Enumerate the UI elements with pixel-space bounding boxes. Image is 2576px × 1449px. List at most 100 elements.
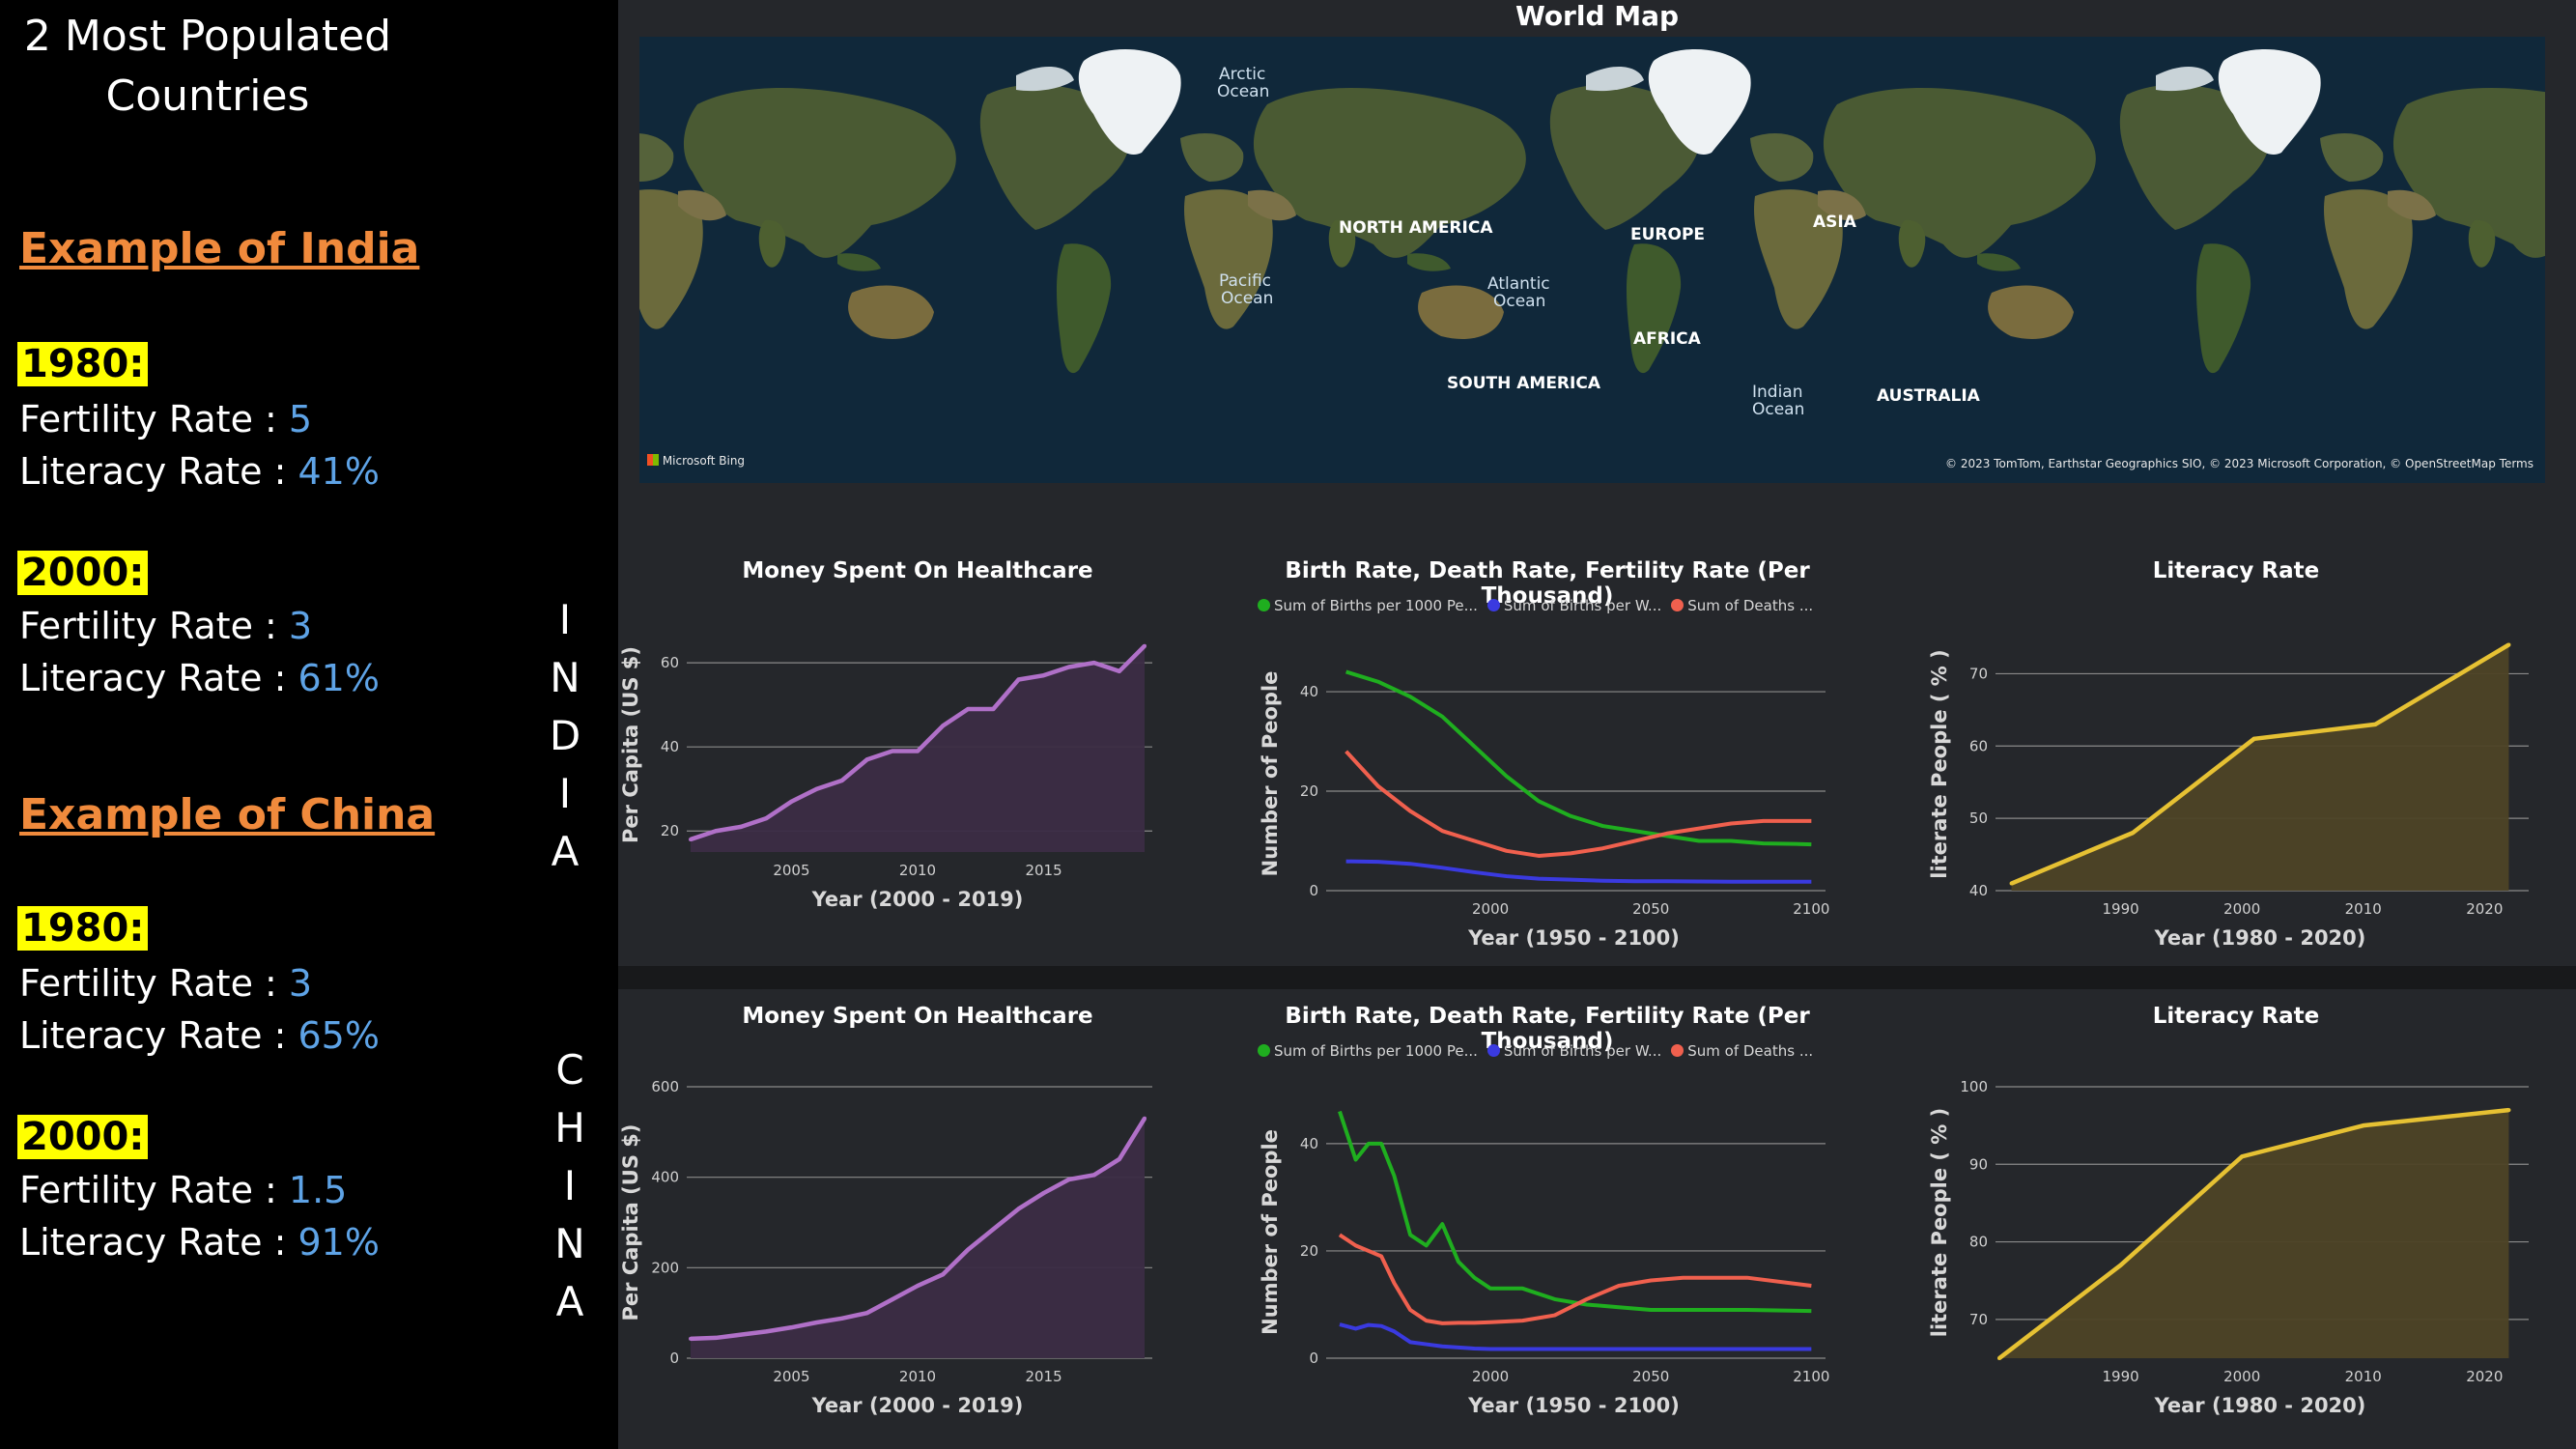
data-point[interactable] — [2361, 1123, 2365, 1128]
series-line[interactable] — [1345, 859, 1812, 884]
data-point[interactable] — [2131, 831, 2136, 836]
data-point[interactable] — [966, 707, 971, 711]
chart-title: Money Spent On Healthcare — [742, 1004, 1093, 1029]
data-point[interactable] — [2373, 722, 2378, 726]
data-point[interactable] — [814, 1321, 819, 1325]
china-rates-chart[interactable]: Birth Rate, Death Rate, Fertility Rate (… — [1229, 990, 1866, 1425]
data-point[interactable] — [1143, 1116, 1146, 1121]
y-tick-label: 40 — [661, 738, 679, 755]
series-line[interactable] — [1338, 1233, 1812, 1325]
area-fill — [1999, 1110, 2509, 1358]
data-point[interactable] — [1997, 1356, 2001, 1360]
legend-item[interactable]: Sum of Births per W... — [1486, 597, 1661, 614]
fertility-value: 1.5 — [288, 1169, 348, 1211]
data-point[interactable] — [1066, 665, 1071, 669]
data-point[interactable] — [890, 749, 894, 753]
data-point[interactable] — [1143, 643, 1146, 648]
chart-plot-svg[interactable]: 0 20 40 2000 2050 2100 Year (1950 - 2100) Numbe… — [1229, 990, 1866, 1425]
data-point[interactable] — [789, 799, 794, 804]
map-attribution[interactable]: © 2023 TomTom, Earthstar Geographics SIO… — [1945, 457, 2534, 470]
india-healthcare-chart[interactable]: Money Spent On Healthcare 20 40 60 2005 2010 2… — [618, 541, 1217, 956]
legend-label: Sum of Births per W... — [1503, 1042, 1662, 1060]
data-point[interactable] — [1117, 1156, 1121, 1161]
data-point[interactable] — [941, 1272, 946, 1277]
data-point[interactable] — [739, 1332, 744, 1337]
y-tick-label: 60 — [661, 654, 679, 671]
india-letter-4: I — [558, 770, 572, 817]
data-point[interactable] — [2240, 1154, 2245, 1159]
data-point[interactable] — [916, 1284, 920, 1289]
legend-item[interactable]: Sum of Deaths ... — [1671, 597, 1813, 614]
data-point[interactable] — [689, 837, 693, 841]
chart-plot-svg[interactable]: 70 80 90 100 1990 2000 2010 2020 Year (1980 - 20… — [1917, 990, 2555, 1425]
data-point[interactable] — [764, 1329, 769, 1334]
india-rates-chart[interactable]: Birth Rate, Death Rate, Fertility Rate (… — [1229, 541, 1866, 956]
china-healthcare-chart[interactable]: Money Spent On Healthcare 0 200 400 600 2005 2… — [618, 990, 1217, 1425]
india-literacy-chart[interactable]: Literacy Rate 40 50 60 70 1990 2000 2010 2020 Yea… — [1917, 541, 2555, 956]
data-point[interactable] — [789, 1325, 794, 1330]
data-point[interactable] — [1016, 1207, 1021, 1211]
data-point[interactable] — [890, 1297, 894, 1302]
data-point[interactable] — [839, 1316, 844, 1321]
data-point[interactable] — [1117, 668, 1121, 673]
data-point[interactable] — [916, 749, 920, 753]
y-tick-label: 40 — [1969, 882, 1988, 899]
world-map-svg[interactable]: Arctic Ocean Pacific Ocean Atlantic Ocea… — [639, 37, 2545, 483]
data-point[interactable] — [714, 829, 719, 834]
legend-item[interactable]: Sum of Births per 1000 Pe... — [1258, 597, 1478, 614]
fertility-value: 3 — [288, 962, 313, 1005]
label-atlantic: Atlantic — [1487, 274, 1550, 294]
x-tick-label: 2005 — [773, 1368, 809, 1385]
data-point[interactable] — [1066, 1178, 1071, 1182]
y-tick-label: 20 — [661, 822, 679, 839]
data-point[interactable] — [966, 1247, 971, 1252]
x-tick-label: 2015 — [1025, 1368, 1062, 1385]
data-point[interactable] — [2506, 1108, 2511, 1113]
world-map[interactable]: Arctic Ocean Pacific Ocean Atlantic Ocea… — [639, 37, 2545, 483]
china-2000-label: 2000: — [17, 1115, 149, 1159]
data-point[interactable] — [764, 816, 769, 821]
data-point[interactable] — [1091, 1173, 1096, 1178]
series-line[interactable] — [1345, 750, 1812, 858]
data-point[interactable] — [839, 779, 844, 782]
legend-dot-icon — [1258, 1044, 1270, 1057]
chart-plot-svg[interactable]: 0 20 40 2000 2050 2100 Year (1950 - 2100) Numbe… — [1229, 541, 1866, 956]
data-point[interactable] — [689, 1336, 693, 1341]
data-point[interactable] — [739, 824, 744, 829]
x-tick-label: 2050 — [1632, 1368, 1669, 1385]
china-literacy-chart[interactable]: Literacy Rate 70 80 90 100 1990 2000 2010 2020 Ye… — [1917, 990, 2555, 1425]
y-axis-label: Per Capita (US $) — [619, 646, 642, 843]
legend-dot-icon — [1671, 1044, 1684, 1057]
data-point[interactable] — [2506, 642, 2511, 647]
literacy-value: 61% — [297, 657, 380, 699]
fertility-value: 3 — [288, 605, 313, 647]
data-point[interactable] — [864, 1311, 869, 1316]
legend-item[interactable]: Sum of Births per 1000 Pe... — [1258, 1042, 1478, 1060]
legend-item[interactable]: Sum of Deaths ... — [1671, 1042, 1813, 1060]
series-line[interactable] — [1339, 1322, 1812, 1351]
india-letter-5: A — [551, 828, 580, 875]
series-line[interactable] — [1338, 1110, 1812, 1314]
data-point[interactable] — [2009, 881, 2014, 886]
data-point[interactable] — [991, 1227, 996, 1232]
series-line[interactable] — [1345, 669, 1812, 847]
data-point[interactable] — [1041, 673, 1046, 678]
data-point[interactable] — [814, 786, 819, 791]
data-point[interactable] — [991, 707, 996, 711]
legend-dot-icon — [1671, 599, 1684, 611]
data-point[interactable] — [714, 1335, 719, 1340]
data-point[interactable] — [2251, 736, 2256, 741]
data-point[interactable] — [1016, 677, 1021, 682]
chart-plot-svg[interactable]: 40 50 60 70 1990 2000 2010 2020 Year (1980 - 202… — [1917, 541, 2555, 956]
data-point[interactable] — [941, 724, 946, 728]
data-point[interactable] — [2118, 1263, 2123, 1267]
legend-dot-icon — [1258, 599, 1270, 611]
data-point[interactable] — [1091, 661, 1096, 666]
legend-item[interactable]: Sum of Births per W... — [1486, 1042, 1662, 1060]
chart-legend[interactable]: Sum of Births per 1000 Pe... Sum of Birth… — [1258, 1042, 1823, 1060]
chart-legend[interactable]: Sum of Births per 1000 Pe... Sum of Birth… — [1258, 597, 1823, 614]
data-point[interactable] — [864, 757, 869, 762]
data-point[interactable] — [1041, 1191, 1046, 1196]
